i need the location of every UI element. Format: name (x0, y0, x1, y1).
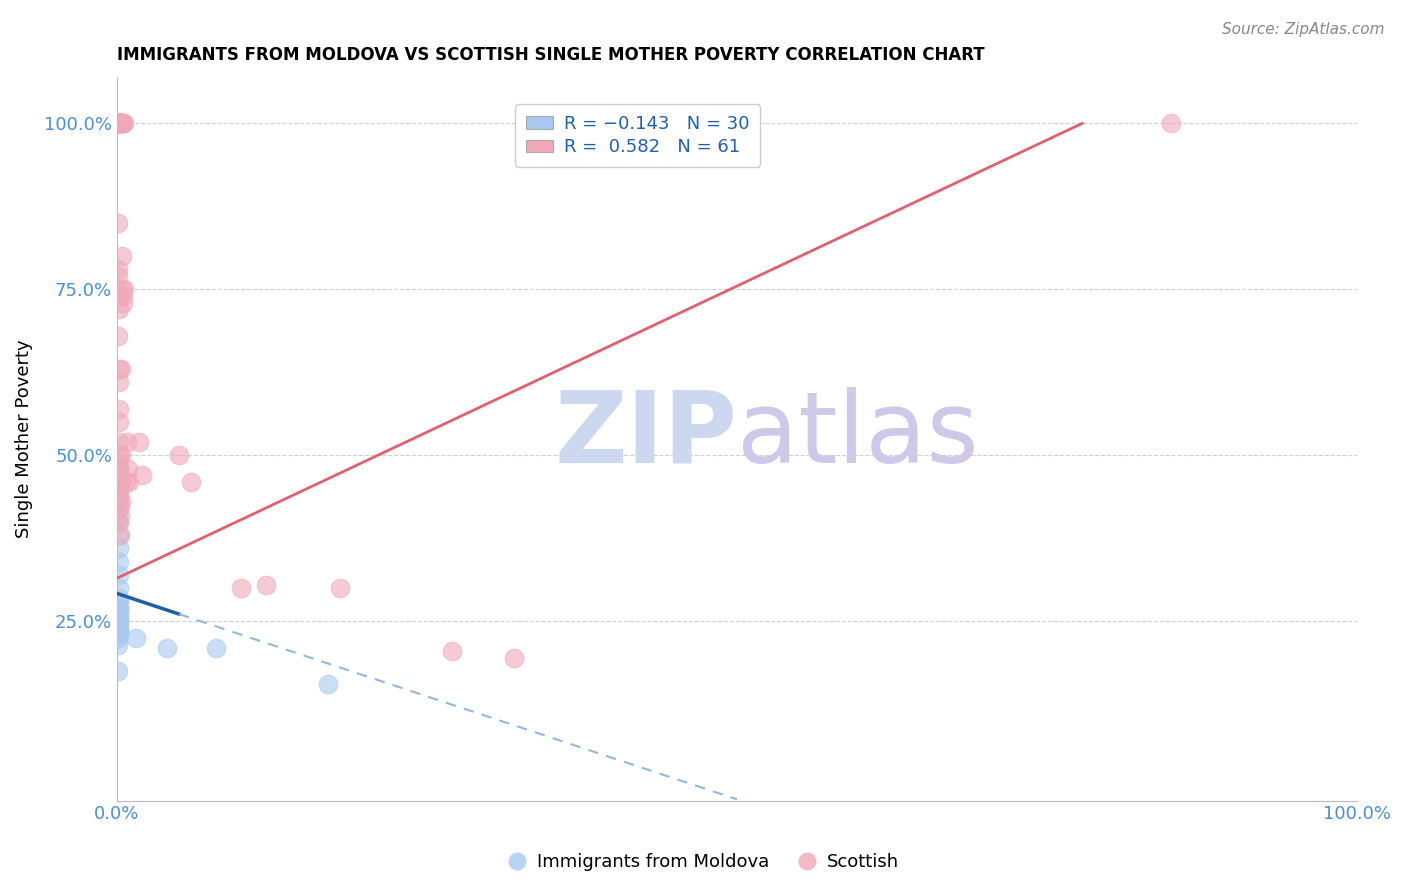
Point (316, 677, 339, 691)
Point (108, 501, 131, 516)
Point (118, 475, 141, 489)
Text: Source: ZipAtlas.com: Source: ZipAtlas.com (1222, 22, 1385, 37)
Legend: R = −0.143   N = 30, R =  0.582   N = 61: R = −0.143 N = 30, R = 0.582 N = 61 (515, 104, 761, 167)
Legend: Immigrants from Moldova, Scottish: Immigrants from Moldova, Scottish (499, 847, 907, 879)
Point (108, 508, 131, 522)
Point (108, 495, 131, 509)
Point (229, 581, 252, 595)
Point (110, 362, 132, 376)
Point (108, 607, 131, 622)
Point (108, 581, 131, 595)
Point (111, 116, 134, 130)
Point (110, 448, 132, 462)
Point (502, 651, 524, 665)
Point (108, 415, 131, 429)
Point (108, 455, 131, 469)
Point (112, 282, 135, 296)
Point (108, 116, 131, 130)
Point (108, 116, 131, 130)
Point (111, 116, 134, 130)
Point (114, 475, 136, 489)
Point (110, 475, 132, 489)
Point (107, 216, 129, 230)
Point (108, 401, 131, 416)
Point (107, 262, 129, 277)
Point (108, 461, 131, 475)
Point (108, 475, 131, 489)
Point (108, 116, 131, 130)
Point (110, 495, 132, 509)
Point (108, 528, 131, 542)
Point (108, 475, 131, 489)
Point (107, 116, 129, 130)
Point (111, 282, 134, 296)
Point (108, 617, 131, 632)
Point (108, 528, 131, 542)
Point (124, 631, 146, 645)
Point (107, 269, 129, 284)
Point (128, 435, 150, 450)
Point (110, 116, 132, 130)
Point (108, 555, 131, 569)
Point (111, 249, 134, 263)
Point (155, 640, 177, 655)
Point (108, 515, 131, 529)
Point (111, 116, 134, 130)
Point (108, 621, 131, 635)
Point (440, 644, 463, 658)
Point (108, 362, 131, 376)
Point (107, 638, 129, 652)
Point (110, 116, 132, 130)
Point (108, 435, 131, 450)
Point (108, 116, 131, 130)
Point (108, 302, 131, 317)
Point (108, 567, 131, 582)
Point (108, 611, 131, 625)
Point (115, 435, 138, 450)
Point (112, 295, 135, 310)
Point (205, 640, 228, 655)
Point (108, 615, 131, 629)
Point (108, 488, 131, 502)
Point (108, 594, 131, 608)
Point (108, 461, 131, 475)
Text: ZIP: ZIP (554, 386, 737, 483)
Point (112, 116, 135, 130)
Point (254, 578, 277, 592)
Text: atlas: atlas (737, 386, 979, 483)
Point (108, 601, 131, 615)
Point (107, 461, 129, 475)
Point (108, 541, 131, 556)
Point (108, 515, 131, 529)
Point (108, 482, 131, 496)
Point (108, 376, 131, 390)
Point (1160, 116, 1182, 130)
Point (108, 289, 131, 303)
Point (108, 488, 131, 502)
Point (112, 289, 135, 303)
Point (329, 581, 352, 595)
Text: IMMIGRANTS FROM MOLDOVA VS SCOTTISH SINGLE MOTHER POVERTY CORRELATION CHART: IMMIGRANTS FROM MOLDOVA VS SCOTTISH SING… (117, 46, 984, 64)
Point (167, 448, 190, 462)
Point (108, 591, 131, 606)
Point (108, 501, 131, 516)
Point (107, 631, 129, 645)
Point (108, 627, 131, 641)
Point (180, 475, 202, 489)
Y-axis label: Single Mother Poverty: Single Mother Poverty (15, 340, 32, 538)
Point (107, 328, 129, 343)
Point (107, 664, 129, 678)
Point (108, 601, 131, 615)
Point (108, 604, 131, 618)
Point (131, 468, 153, 483)
Point (108, 624, 131, 639)
Point (108, 448, 131, 462)
Point (117, 461, 139, 475)
